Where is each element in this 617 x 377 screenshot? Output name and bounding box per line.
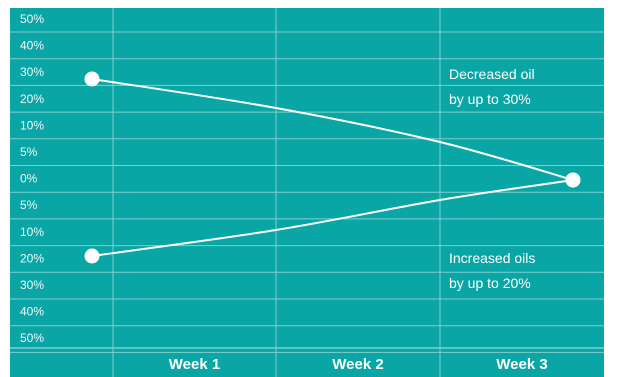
y-tick-label: 40% <box>20 305 44 319</box>
x-tick-label: Week 3 <box>496 356 547 373</box>
series-line-decrease <box>91 78 574 181</box>
y-tick-labels: 50% 40% 30% 20% 10% 5% 0% 5% 10% 20% 30% 40% 50% <box>20 12 44 345</box>
data-point <box>84 71 100 87</box>
annotation-text: Decreased oil <box>449 66 535 82</box>
y-tick-label: 5% <box>20 145 38 159</box>
x-tick-label: Week 2 <box>332 356 383 373</box>
y-tick-label: 20% <box>20 251 44 265</box>
y-tick-label: 5% <box>20 198 38 212</box>
y-tick-label: 0% <box>20 172 38 186</box>
y-tick-label: 50% <box>20 12 44 26</box>
series-lines <box>91 78 574 257</box>
y-tick-label: 20% <box>20 92 44 106</box>
data-point <box>565 172 581 188</box>
annotation-text: by up to 30% <box>449 91 531 107</box>
annotation-text: by up to 20% <box>449 275 531 291</box>
y-tick-label: 30% <box>20 278 44 292</box>
data-points <box>84 71 581 264</box>
y-tick-label: 10% <box>20 118 44 132</box>
grid <box>10 8 604 377</box>
y-tick-label: 40% <box>20 39 44 53</box>
annotations: Decreased oil by up to 30% Increased oils b… <box>449 66 535 291</box>
y-tick-label: 50% <box>20 331 44 345</box>
series-line-increase <box>91 179 574 257</box>
y-tick-label: 30% <box>20 65 44 79</box>
annotation-text: Increased oils <box>449 250 535 266</box>
x-tick-label: Week 1 <box>169 356 220 373</box>
y-tick-label: 10% <box>20 225 44 239</box>
data-point <box>84 248 100 264</box>
x-tick-labels: Week 1 Week 2 Week 3 <box>169 356 548 373</box>
